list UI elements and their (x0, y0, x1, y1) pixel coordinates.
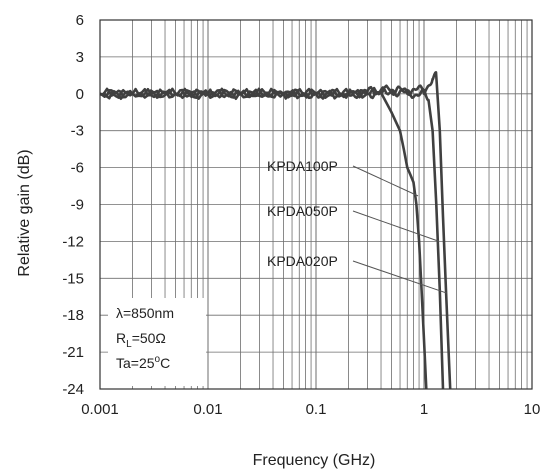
series-line-kpda020p (99, 71, 452, 390)
wavelength-annotation: λ=850nm (116, 305, 174, 321)
y-tick-label: -18 (62, 307, 84, 324)
x-tick-label: 0.1 (306, 401, 327, 418)
series-leader-line (352, 260, 447, 294)
x-tick-label: 0.001 (81, 401, 119, 418)
series-leader-line (352, 210, 440, 242)
grid-lines (100, 20, 532, 389)
x-tick-label: 0.01 (193, 401, 222, 418)
y-axis-label: Relative gain (dB) (16, 149, 33, 276)
y-tick-label: 3 (76, 49, 84, 66)
y-tick-label: -9 (71, 197, 84, 214)
series-label-kpda020p: KPDA020P (267, 253, 338, 269)
y-tick-label: 0 (76, 86, 84, 103)
y-tick-label: -12 (62, 233, 84, 250)
temperature-annotation: Ta=25oC (116, 354, 170, 371)
curves (99, 71, 452, 390)
plot-frame (99, 19, 533, 390)
conditions-box (108, 298, 206, 386)
y-tick-label: -24 (62, 381, 84, 398)
series-leader-line (352, 165, 419, 197)
x-axis-label: Frequency (GHz) (253, 452, 376, 469)
load-resistance-annotation: RL=50Ω (116, 330, 166, 350)
y-tick-label: 6 (76, 12, 84, 29)
y-tick-label: -15 (62, 270, 84, 287)
tick-labels: 0.001 0.01 0.1 1 10 6 3 0 -3 -6 -9 -12 -15 -18 -21 -24 (62, 12, 540, 418)
x-tick-label: 10 (524, 401, 541, 418)
series-label-kpda100p: KPDA100P (267, 158, 338, 174)
y-tick-label: -21 (62, 344, 84, 361)
series-label-kpda050p: KPDA050P (267, 203, 338, 219)
y-tick-label: -6 (71, 160, 84, 177)
y-tick-label: -3 (71, 123, 84, 140)
x-tick-label: 1 (420, 401, 428, 418)
curve-callouts: KPDA100P KPDA050P KPDA020P (267, 158, 447, 294)
